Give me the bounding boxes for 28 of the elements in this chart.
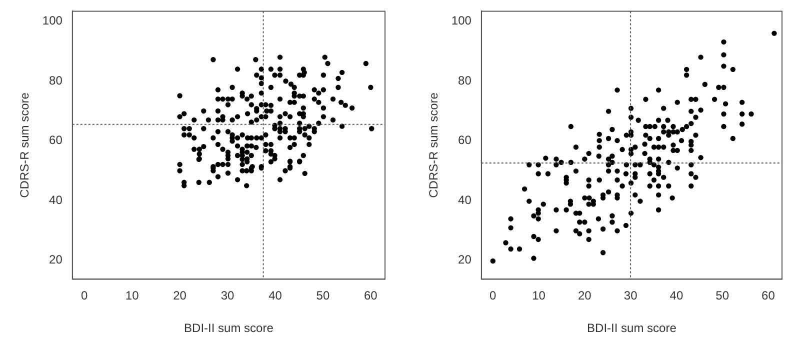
x-axis-title: BDI-II sum score xyxy=(587,321,677,336)
x-tick-label: 30 xyxy=(220,288,235,303)
y-tick-label: 60 xyxy=(49,133,63,148)
y-tick-label: 20 xyxy=(49,252,63,267)
x-axis-title: BDI-II sum score xyxy=(184,321,274,336)
y-tick-label: 40 xyxy=(49,192,63,207)
x-tick-label: 0 xyxy=(490,288,497,303)
y-tick-label: 100 xyxy=(451,14,472,28)
x-tick-label: 0 xyxy=(81,288,88,303)
x-tick-label: 40 xyxy=(268,288,282,303)
x-tick-label: 10 xyxy=(125,288,140,303)
y-tick-label: 100 xyxy=(42,14,63,28)
y-tick-label: 60 xyxy=(458,133,472,148)
x-tick-label: 20 xyxy=(173,288,187,303)
y-axis-title: CDRS-R sum score xyxy=(18,92,32,198)
x-tick-label: 50 xyxy=(316,288,330,303)
x-tick-label: 60 xyxy=(364,288,378,303)
x-tick-label: 50 xyxy=(716,288,730,303)
y-tick-label: 40 xyxy=(458,192,472,207)
y-axis-title: CDRS-R sum score xyxy=(426,92,441,198)
x-tick-label: 10 xyxy=(532,288,546,303)
x-tick-label: 40 xyxy=(670,288,684,303)
y-tick-label: 80 xyxy=(49,73,63,88)
x-tick-label: 60 xyxy=(762,288,776,303)
x-tick-label: 20 xyxy=(578,288,592,303)
y-tick-label: 80 xyxy=(458,73,472,88)
y-tick-label: 20 xyxy=(458,252,472,267)
x-tick-label: 30 xyxy=(624,288,638,303)
